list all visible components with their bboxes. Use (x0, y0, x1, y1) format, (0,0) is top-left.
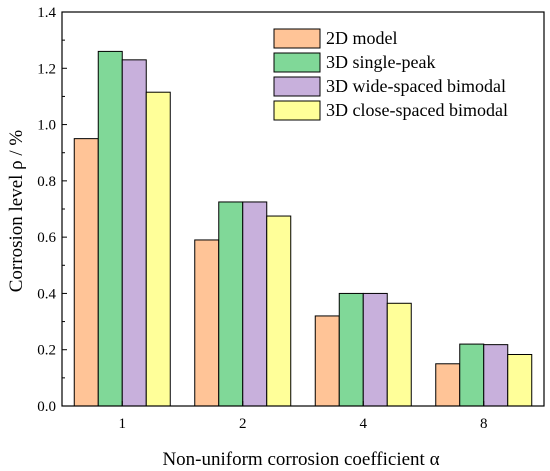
y-tick-label: 0.6 (37, 230, 56, 246)
x-tick-label: 2 (239, 416, 247, 432)
x-axis-title: Non-uniform corrosion coefficient α (162, 449, 439, 470)
legend-label: 3D single-peak (326, 52, 435, 72)
y-tick-label: 1.0 (37, 118, 56, 134)
bar-3-2 (242, 201, 268, 407)
bar-3-4 (362, 292, 388, 407)
bar-1-4 (314, 315, 340, 407)
bar-2-4 (338, 292, 364, 407)
bar-4-2 (266, 215, 292, 407)
y-tick-label: 0.8 (37, 174, 56, 190)
y-axis-title: Corrosion level ρ / % (6, 130, 27, 293)
legend-label: 3D wide-spaced bimodal (326, 76, 506, 96)
x-tick-label: 4 (360, 416, 368, 432)
y-tick-label: 0.0 (37, 399, 56, 415)
bar-3-1 (121, 59, 147, 407)
bar-1-2 (194, 239, 220, 407)
x-tick-label: 8 (480, 416, 488, 432)
legend-swatch (273, 76, 321, 97)
bar-1-8 (435, 363, 461, 407)
legend-swatch (273, 100, 321, 121)
y-tick-label: 0.4 (37, 286, 56, 302)
y-tick-label: 1.2 (37, 61, 56, 77)
bar-2-8 (459, 343, 485, 407)
bar-1-1 (73, 138, 99, 407)
bar-4-1 (145, 91, 171, 407)
axes-layer: 0.0 0.2 0.4 0.6 0.8 1.0 1.2 1.4 1 2 4 8 (37, 5, 545, 432)
legend-label: 2D model (326, 28, 398, 48)
bar-3-8 (483, 344, 509, 407)
legend-label: 3D close-spaced bimodal (326, 100, 508, 120)
legend-swatch (273, 28, 321, 49)
y-tick-label: 0.2 (37, 343, 56, 359)
bar-4-8 (507, 353, 533, 407)
bar-2-1 (97, 50, 123, 407)
y-tick-label: 1.4 (37, 5, 56, 21)
bar-2-2 (218, 201, 244, 407)
bar-4-4 (386, 302, 412, 407)
legend-swatch (273, 52, 321, 73)
x-tick-label: 1 (119, 416, 127, 432)
legend: 2D model 3D single-peak 3D wide-spaced bim… (273, 28, 508, 121)
